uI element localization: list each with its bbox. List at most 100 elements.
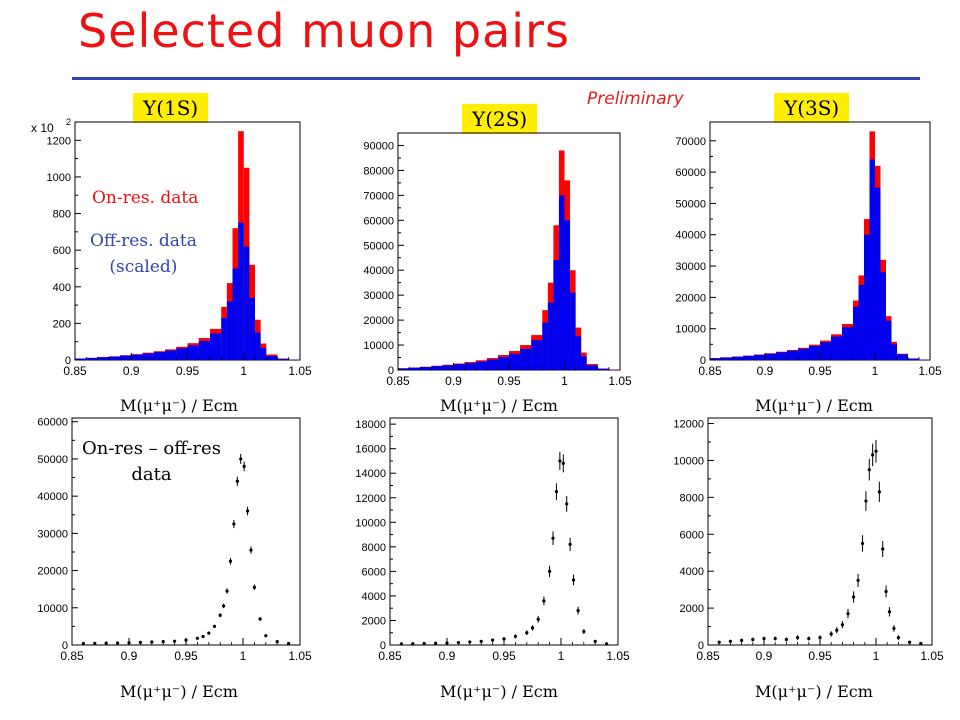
y-tick-label-2s-top: 60000 — [363, 215, 394, 227]
off-res-bar-1s-top — [238, 222, 244, 360]
off-res-bar-2s-top — [475, 361, 487, 370]
difference-label: On-res – off-res data — [82, 436, 221, 488]
x-tick-label-2s-top: 1.05 — [608, 374, 632, 388]
data-point-1s-bottom — [252, 585, 256, 589]
x-tick-label-3s-top: 0.95 — [808, 364, 832, 378]
x-caption-1s-bottom: M(μ⁺μ⁻) / Ecm — [120, 682, 238, 701]
x-tick-label-1s-top: 0.9 — [123, 364, 140, 378]
y-tick-label-3s-top: 40000 — [675, 230, 706, 242]
data-point-2s-bottom — [542, 599, 546, 603]
off-res-bar-2s-top — [547, 302, 554, 370]
off-res-bar-3s-top — [858, 284, 864, 360]
off-res-bar-1s-top — [226, 301, 233, 360]
data-point-2s-bottom — [479, 639, 483, 643]
y-tick-label-1s-bottom: 50000 — [37, 454, 68, 466]
x-tick-label-1s-bottom: 0.95 — [174, 649, 198, 663]
y-tick-label-2s-top: 90000 — [363, 140, 394, 152]
x-caption-3s-top: M(μ⁺μ⁻) / Ecm — [755, 396, 873, 415]
off-res-bar-1s-top — [131, 354, 143, 360]
off-res-bar-2s-top — [597, 368, 609, 370]
y-multiplier-exponent: 2 — [66, 117, 71, 127]
data-point-3s-bottom — [881, 547, 885, 551]
x-tick-label-2s-top: 0.95 — [497, 374, 521, 388]
data-point-1s-bottom — [245, 509, 250, 513]
x-caption-3s-bottom: M(μ⁺μ⁻) / Ecm — [755, 682, 873, 701]
y-tick-label-3s-bottom: 10000 — [673, 455, 704, 467]
data-point-3s-bottom — [892, 626, 896, 630]
off-res-bar-3s-top — [787, 350, 798, 360]
y-tick-label-1s-bottom: 60000 — [37, 417, 68, 429]
y-tick-label-1s-top: 400 — [53, 282, 71, 294]
data-point-3s-bottom — [846, 612, 850, 616]
y-tick-label-3s-top: 70000 — [675, 136, 706, 148]
data-point-1s-bottom — [232, 522, 236, 526]
data-point-1s-bottom — [225, 589, 229, 593]
off-res-bar-3s-top — [875, 187, 881, 360]
data-point-1s-bottom — [264, 634, 268, 638]
y-tick-label-3s-bottom: 6000 — [680, 529, 704, 541]
off-res-bar-1s-top — [97, 357, 109, 360]
y-tick-label-2s-bottom: 16000 — [355, 444, 386, 456]
y-tick-label-2s-bottom: 8000 — [362, 542, 386, 554]
off-res-bar-3s-top — [776, 352, 787, 360]
data-point-2s-bottom — [491, 638, 495, 642]
x-tick-label-2s-bottom: 0.85 — [378, 649, 402, 663]
data-point-3s-bottom — [829, 632, 833, 636]
y-tick-label-2s-bottom: 14000 — [355, 468, 386, 480]
x-caption-2s-bottom: M(μ⁺μ⁻) / Ecm — [440, 682, 558, 701]
off-res-bar-2s-top — [409, 367, 421, 370]
y-tick-label-2s-top: 0 — [388, 365, 394, 377]
off-res-bar-2s-top — [497, 357, 509, 370]
data-point-1s-bottom — [275, 640, 279, 644]
tag-upsilon-2s: Υ(2S) — [462, 104, 538, 134]
data-point-1s-bottom — [212, 624, 217, 628]
off-res-bar-3s-top — [732, 356, 743, 360]
data-point-2s-bottom — [551, 536, 555, 540]
x-tick-label-1s-top: 0.95 — [176, 364, 200, 378]
y-tick-label-3s-bottom: 12000 — [673, 419, 704, 431]
x-tick-label-2s-bottom: 1 — [558, 649, 565, 663]
legend-off-res: Off-res. data (scaled) — [90, 228, 197, 280]
x-tick-label-3s-top: 0.9 — [757, 364, 774, 378]
off-res-bar-1s-top — [142, 353, 154, 360]
y-tick-label-2s-top: 20000 — [363, 315, 394, 327]
data-point-3s-bottom — [796, 636, 800, 640]
off-res-bar-3s-top — [798, 348, 809, 360]
plot-frame-3s-bottom — [707, 417, 933, 646]
y-tick-label-2s-bottom: 12000 — [355, 493, 386, 505]
data-point-3s-bottom — [852, 595, 856, 599]
off-res-bar-2s-top — [398, 368, 410, 370]
title-rule — [72, 77, 920, 80]
x-tick-label-2s-bottom: 0.9 — [439, 649, 456, 663]
y-tick-label-1s-bottom: 10000 — [37, 603, 68, 615]
legend-off-res-sub: (scaled) — [109, 257, 178, 277]
y-tick-label-2s-top: 10000 — [363, 340, 394, 352]
data-point-1s-bottom — [239, 457, 243, 461]
data-point-3s-bottom — [877, 490, 881, 494]
off-res-bar-2s-top — [420, 367, 432, 370]
data-point-3s-bottom — [818, 636, 822, 640]
off-res-bar-1s-top — [108, 356, 120, 360]
x-tick-label-3s-bottom: 1 — [873, 649, 880, 663]
off-res-bar-1s-top — [210, 333, 222, 360]
data-point-2s-bottom — [576, 609, 580, 613]
x-tick-label-1s-top: 1 — [240, 364, 247, 378]
data-point-2s-bottom — [536, 617, 540, 621]
data-point-1s-bottom — [173, 639, 177, 643]
y-tick-label-3s-top: 20000 — [675, 292, 706, 304]
y-tick-label-1s-top: 1000 — [47, 172, 71, 184]
off-res-bar-3s-top — [743, 355, 754, 360]
legend-on-res: On-res. data — [92, 188, 199, 208]
off-res-bar-3s-top — [809, 345, 820, 360]
data-point-3s-bottom — [871, 453, 875, 457]
off-res-bar-1s-top — [249, 297, 255, 360]
off-res-bar-2s-top — [553, 260, 559, 370]
data-point-2s-bottom — [568, 542, 572, 546]
off-res-bar-2s-top — [581, 356, 587, 370]
off-res-bar-2s-top — [542, 322, 548, 370]
y-tick-label-1s-bottom: 0 — [62, 640, 68, 652]
off-res-bar-2s-top — [531, 340, 543, 370]
off-res-bar-3s-top — [869, 159, 875, 360]
x-tick-label-2s-bottom: 0.95 — [492, 649, 516, 663]
